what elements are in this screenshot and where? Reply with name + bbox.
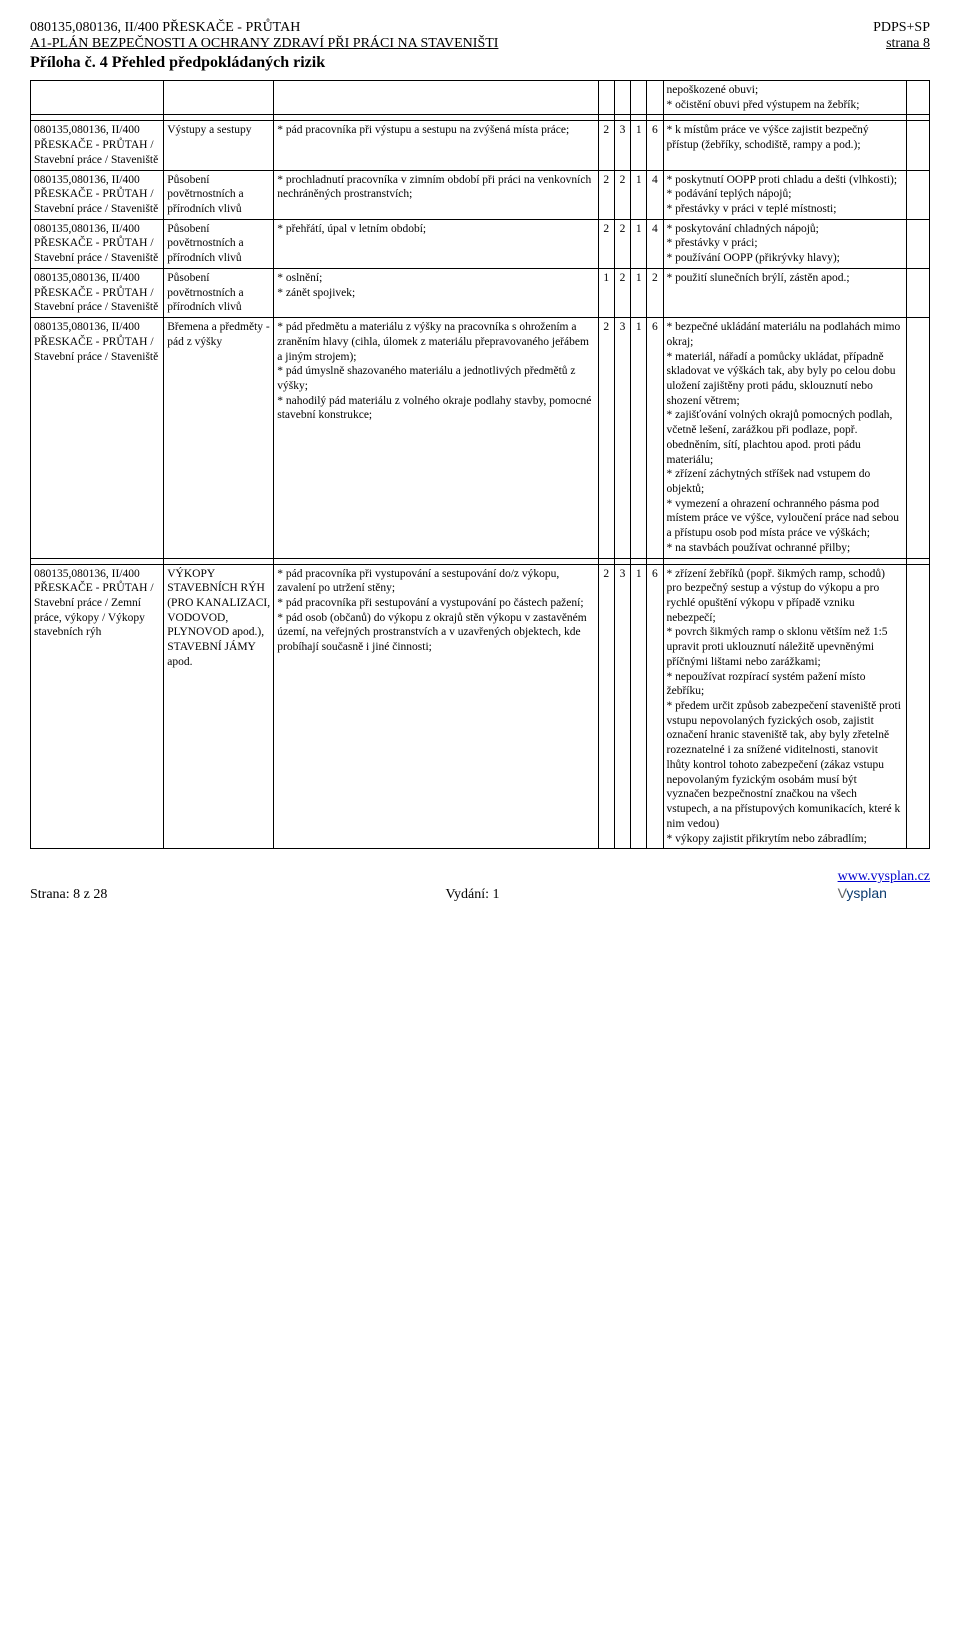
- cell-num-2: 3: [614, 318, 630, 559]
- table-row: 080135,080136, II/400 PŘESKAČE - PRŮTAH …: [31, 121, 930, 170]
- cell-num-3: [631, 81, 647, 115]
- cell-num-1: 2: [598, 121, 614, 170]
- document-title: Příloha č. 4 Přehled předpokládaných riz…: [30, 54, 930, 72]
- cell-num-1: 2: [598, 170, 614, 219]
- cell-num-1: 2: [598, 564, 614, 849]
- footer-link[interactable]: www.vysplan.cz: [838, 869, 930, 884]
- cell-measure: * poskytování chladných nápojů; * přestá…: [663, 219, 906, 268]
- footer-center: Vydání: 1: [445, 887, 499, 903]
- cell-num-4: 6: [647, 121, 663, 170]
- cell-risk: * prochladnutí pracovníka v zimním obdob…: [274, 170, 598, 219]
- page-footer: Strana: 8 z 28 Vydání: 1 www.vysplan.cz …: [30, 869, 930, 903]
- cell-location: 080135,080136, II/400 PŘESKAČE - PRŮTAH …: [31, 121, 164, 170]
- cell-risk: * pád pracovníka při výstupu a sestupu n…: [274, 121, 598, 170]
- cell-num-2: 3: [614, 121, 630, 170]
- cell-num-4: 4: [647, 170, 663, 219]
- cell-num-2: 2: [614, 219, 630, 268]
- cell-num-1: 1: [598, 268, 614, 317]
- cell-risk: [274, 81, 598, 115]
- cell-num-2: 2: [614, 170, 630, 219]
- cell-risk: * přehřátí, úpal v letním období;: [274, 219, 598, 268]
- cell-extra: [906, 318, 929, 559]
- risk-table: nepoškozené obuvi; * očistění obuvi před…: [30, 80, 930, 849]
- cell-source: Působení povětrnostních a přírodních vli…: [164, 219, 274, 268]
- cell-extra: [906, 219, 929, 268]
- cell-risk: * pád předmětu a materiálu z výšky na pr…: [274, 318, 598, 559]
- cell-num-1: 2: [598, 219, 614, 268]
- table-row: nepoškozené obuvi; * očistění obuvi před…: [31, 81, 930, 115]
- cell-num-3: 1: [631, 268, 647, 317]
- cell-num-2: [614, 81, 630, 115]
- table-row: 080135,080136, II/400 PŘESKAČE - PRŮTAH …: [31, 564, 930, 849]
- cell-location: [31, 81, 164, 115]
- cell-num-3: 1: [631, 121, 647, 170]
- cell-location: 080135,080136, II/400 PŘESKAČE - PRŮTAH …: [31, 318, 164, 559]
- cell-num-4: [647, 81, 663, 115]
- cell-source: Výstupy a sestupy: [164, 121, 274, 170]
- cell-num-3: 1: [631, 318, 647, 559]
- header-right-2: strana 8: [886, 36, 930, 52]
- cell-source: [164, 81, 274, 115]
- header-row-2: A1-PLÁN BEZPEČNOSTI A OCHRANY ZDRAVÍ PŘI…: [30, 36, 930, 52]
- cell-extra: [906, 564, 929, 849]
- table-row: 080135,080136, II/400 PŘESKAČE - PRŮTAH …: [31, 318, 930, 559]
- cell-source: Působení povětrnostních a přírodních vli…: [164, 268, 274, 317]
- cell-measure: nepoškozené obuvi; * očistění obuvi před…: [663, 81, 906, 115]
- footer-right: www.vysplan.cz Vysplan: [838, 869, 930, 903]
- cell-extra: [906, 121, 929, 170]
- cell-num-1: 2: [598, 318, 614, 559]
- cell-measure: * k místům práce ve výšce zajistit bezpe…: [663, 121, 906, 170]
- cell-num-2: 2: [614, 268, 630, 317]
- cell-location: 080135,080136, II/400 PŘESKAČE - PRŮTAH …: [31, 268, 164, 317]
- cell-risk: * pád pracovníka při vystupování a sestu…: [274, 564, 598, 849]
- cell-source: Břemena a předměty - pád z výšky: [164, 318, 274, 559]
- cell-location: 080135,080136, II/400 PŘESKAČE - PRŮTAH …: [31, 564, 164, 849]
- page-header: 080135,080136, II/400 PŘESKAČE - PRŮTAH …: [30, 20, 930, 72]
- header-row-1: 080135,080136, II/400 PŘESKAČE - PRŮTAH …: [30, 20, 930, 36]
- cell-num-3: 1: [631, 170, 647, 219]
- cell-num-4: 4: [647, 219, 663, 268]
- cell-extra: [906, 268, 929, 317]
- brand-logo: Vysplan: [838, 885, 887, 901]
- cell-source: Působení povětrnostních a přírodních vli…: [164, 170, 274, 219]
- table-row: 080135,080136, II/400 PŘESKAČE - PRŮTAH …: [31, 268, 930, 317]
- cell-risk: * oslnění; * zánět spojivek;: [274, 268, 598, 317]
- cell-num-3: 1: [631, 564, 647, 849]
- cell-num-4: 6: [647, 318, 663, 559]
- cell-measure: * bezpečné ukládání materiálu na podlahá…: [663, 318, 906, 559]
- cell-num-1: [598, 81, 614, 115]
- footer-left: Strana: 8 z 28: [30, 887, 107, 903]
- header-right-1: PDPS+SP: [873, 20, 930, 36]
- header-left-2: A1-PLÁN BEZPEČNOSTI A OCHRANY ZDRAVÍ PŘI…: [30, 36, 498, 52]
- header-left-1: 080135,080136, II/400 PŘESKAČE - PRŮTAH: [30, 20, 300, 36]
- cell-location: 080135,080136, II/400 PŘESKAČE - PRŮTAH …: [31, 170, 164, 219]
- cell-source: VÝKOPY STAVEBNÍCH RÝH (PRO KANALIZACI, V…: [164, 564, 274, 849]
- cell-extra: [906, 81, 929, 115]
- cell-num-3: 1: [631, 219, 647, 268]
- cell-location: 080135,080136, II/400 PŘESKAČE - PRŮTAH …: [31, 219, 164, 268]
- cell-measure: * poskytnutí OOPP proti chladu a dešti (…: [663, 170, 906, 219]
- table-row: 080135,080136, II/400 PŘESKAČE - PRŮTAH …: [31, 219, 930, 268]
- cell-extra: [906, 170, 929, 219]
- cell-measure: * zřízení žebříků (popř. šikmých ramp, s…: [663, 564, 906, 849]
- cell-num-4: 2: [647, 268, 663, 317]
- cell-num-2: 3: [614, 564, 630, 849]
- cell-measure: * použití slunečních brýlí, zástěn apod.…: [663, 268, 906, 317]
- cell-num-4: 6: [647, 564, 663, 849]
- table-row: 080135,080136, II/400 PŘESKAČE - PRŮTAH …: [31, 170, 930, 219]
